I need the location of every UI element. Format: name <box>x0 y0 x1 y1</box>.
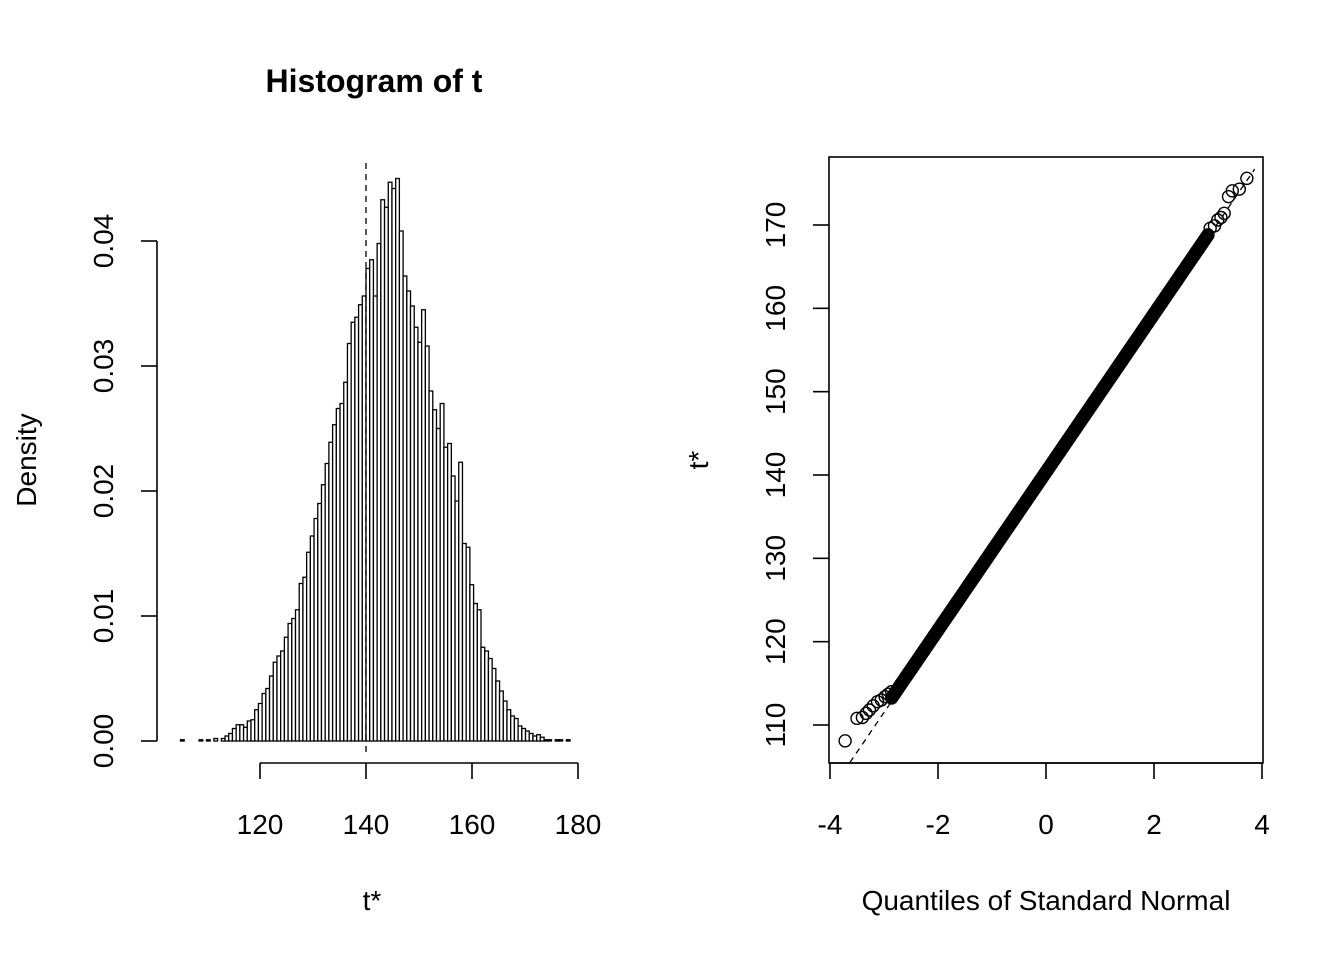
histogram-x-tick-label: 140 <box>343 809 390 840</box>
qq-y-tick-label: 130 <box>760 535 791 582</box>
histogram-bars <box>179 177 571 742</box>
qq-y-tick-label: 120 <box>760 618 791 665</box>
qq-x-tick-label: 2 <box>1146 809 1162 840</box>
qq-y-tick-label: 140 <box>760 452 791 499</box>
qq-points <box>838 171 1254 748</box>
histogram-bar <box>547 739 553 742</box>
qq-point <box>859 706 873 721</box>
qq-point <box>1214 210 1228 225</box>
qq-point <box>1232 182 1247 196</box>
qq-x-tick-label: 0 <box>1038 809 1054 840</box>
qq-x-label: Quantiles of Standard Normal <box>862 885 1231 916</box>
qq-y-tick-label: 170 <box>760 202 791 249</box>
qq-panel: 110 120 130 140 150 160 170 -4 -2 0 2 4 Quantiles … <box>683 156 1270 916</box>
histogram-y-tick-label: 0.04 <box>88 214 119 269</box>
histogram-panel: Histogram of t 0.000.010.020.030.04 120 1… <box>11 63 601 916</box>
qq-x-ticks: -4 -2 0 2 4 <box>818 762 1270 840</box>
histogram-x-tick-label: 120 <box>237 809 284 840</box>
histogram-y-ticks: 0.00 0.01 0.02 0.03 0.04 <box>88 214 157 769</box>
qq-point <box>1225 184 1240 198</box>
histogram-x-ticks: 120 140 160 180 <box>237 763 602 840</box>
histogram-bar <box>565 739 571 742</box>
qq-y-tick-label: 150 <box>760 368 791 415</box>
histogram-y-tick-label: 0.00 <box>88 714 119 769</box>
histogram-bar <box>558 739 564 742</box>
qq-y-tick-label: 110 <box>760 703 791 748</box>
qq-point <box>884 684 899 699</box>
histogram-bar <box>213 737 219 742</box>
qq-y-label: t* <box>683 451 714 470</box>
qq-dense-points <box>884 228 1215 705</box>
qq-point <box>862 703 877 717</box>
qq-point <box>881 687 896 701</box>
histogram-title: Histogram of t <box>266 63 483 99</box>
histogram-y-tick-label: 0.03 <box>88 339 119 394</box>
histogram-y-tick-label: 0.02 <box>88 464 119 519</box>
histogram-bar <box>179 739 185 742</box>
histogram-x-tick-label: 180 <box>555 809 602 840</box>
qq-x-tick-label: -2 <box>926 809 951 840</box>
qq-y-tick-label: 160 <box>760 285 791 332</box>
qq-x-tick-label: -4 <box>818 809 843 840</box>
histogram-x-tick-label: 160 <box>449 809 496 840</box>
qq-point <box>1201 228 1215 242</box>
qq-y-ticks: 110 120 130 140 150 160 170 <box>760 202 829 748</box>
qq-point <box>855 710 870 725</box>
qq-x-tick-label: 4 <box>1254 809 1270 840</box>
qq-point <box>1217 206 1231 221</box>
histogram-y-tick-label: 0.01 <box>88 589 119 644</box>
histogram-y-label: Density <box>11 413 42 506</box>
histogram-bar <box>198 739 204 742</box>
qq-point <box>1240 171 1254 186</box>
histogram-x-label: t* <box>363 885 382 916</box>
histogram-bar <box>205 739 211 742</box>
qq-point <box>838 734 852 748</box>
